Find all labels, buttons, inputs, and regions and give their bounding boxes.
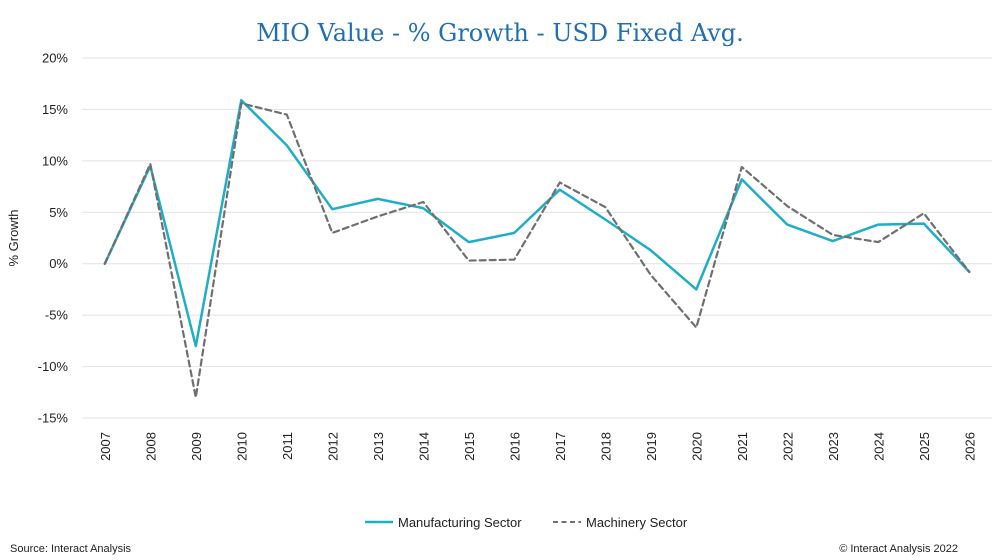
source-note: Source: Interact Analysis	[10, 543, 132, 555]
data-point-manufacturing	[785, 223, 789, 227]
x-axis-tick-labels: 2007 2008 2009 2010 2011 2012 2013 2014 2015 2016…	[98, 432, 978, 461]
x-tick-label: 2021	[735, 432, 750, 461]
y-tick-label: 5%	[49, 205, 68, 220]
data-point-manufacturing	[421, 206, 425, 210]
x-tick-label: 2017	[553, 432, 568, 461]
x-tick-label: 2010	[234, 432, 249, 461]
y-tick-label: 15%	[42, 102, 68, 117]
data-point-manufacturing	[512, 231, 516, 235]
x-tick-label: 2008	[143, 432, 158, 461]
series-lines	[103, 98, 971, 399]
legend: Manufacturing Sector Machinery Sector	[365, 515, 688, 530]
data-point-manufacturing	[831, 239, 835, 243]
chart-title: MIO Value - % Growth - USD Fixed Avg.	[256, 19, 744, 47]
data-point-machinery	[785, 204, 789, 208]
data-point-manufacturing	[740, 177, 744, 181]
gridlines	[82, 57, 992, 419]
y-tick-label: 20%	[42, 51, 68, 66]
data-point-machinery	[285, 113, 289, 117]
x-tick-label: 2007	[98, 432, 113, 461]
data-point-machinery	[194, 395, 198, 399]
y-axis-tick-labels: 20% 15% 10% 5% 0% -5% -10% -15%	[38, 51, 69, 426]
data-point-manufacturing	[922, 222, 926, 226]
x-tick-label: 2023	[826, 432, 841, 461]
x-tick-label: 2018	[598, 432, 613, 461]
data-point-manufacturing	[876, 223, 880, 227]
data-point-machinery	[467, 259, 471, 263]
x-tick-label: 2013	[371, 432, 386, 461]
data-point-machinery	[967, 270, 971, 274]
y-tick-label: -5%	[45, 308, 69, 323]
series-line-manufacturing	[103, 98, 971, 348]
data-point-manufacturing	[694, 287, 698, 291]
y-tick-label: -15%	[38, 411, 69, 426]
y-tick-label: -10%	[38, 359, 69, 374]
legend-label-manufacturing: Manufacturing Sector	[398, 515, 522, 530]
x-tick-label: 2020	[689, 432, 704, 461]
x-tick-label: 2016	[507, 432, 522, 461]
legend-label-machinery: Machinery Sector	[586, 515, 688, 530]
data-point-machinery	[376, 214, 380, 218]
data-point-manufacturing	[330, 207, 334, 211]
y-tick-label: 0%	[49, 256, 68, 271]
x-tick-label: 2012	[325, 432, 340, 461]
data-point-machinery	[558, 181, 562, 185]
data-point-machinery	[922, 211, 926, 215]
data-point-machinery	[603, 205, 607, 209]
x-tick-label: 2011	[280, 432, 295, 460]
data-point-manufacturing	[376, 197, 380, 201]
data-point-machinery	[148, 162, 152, 166]
y-axis-label: % Growth	[6, 209, 21, 266]
data-point-manufacturing	[603, 218, 607, 222]
data-point-manufacturing	[467, 240, 471, 244]
x-tick-label: 2014	[416, 432, 431, 461]
x-tick-label: 2026	[962, 432, 977, 461]
data-point-machinery	[876, 240, 880, 244]
data-point-machinery	[649, 273, 653, 277]
x-tick-label: 2022	[780, 432, 795, 461]
data-point-machinery	[330, 231, 334, 235]
data-point-manufacturing	[558, 188, 562, 192]
y-tick-label: 10%	[42, 153, 68, 168]
data-point-manufacturing	[194, 344, 198, 348]
data-point-machinery	[831, 233, 835, 237]
x-tick-label: 2024	[871, 432, 886, 461]
data-point-machinery	[103, 262, 107, 266]
data-point-machinery	[421, 200, 425, 204]
copyright-note: © Interact Analysis 2022	[839, 543, 958, 555]
x-tick-label: 2025	[917, 432, 932, 461]
data-point-machinery	[239, 101, 243, 105]
data-point-machinery	[512, 258, 516, 262]
x-tick-label: 2009	[189, 432, 204, 461]
data-point-manufacturing	[649, 248, 653, 252]
data-point-machinery	[694, 326, 698, 330]
x-tick-label: 2015	[462, 432, 477, 461]
data-point-machinery	[740, 165, 744, 169]
data-point-manufacturing	[285, 143, 289, 147]
x-tick-label: 2019	[644, 432, 659, 461]
series-line-machinery	[103, 102, 971, 399]
